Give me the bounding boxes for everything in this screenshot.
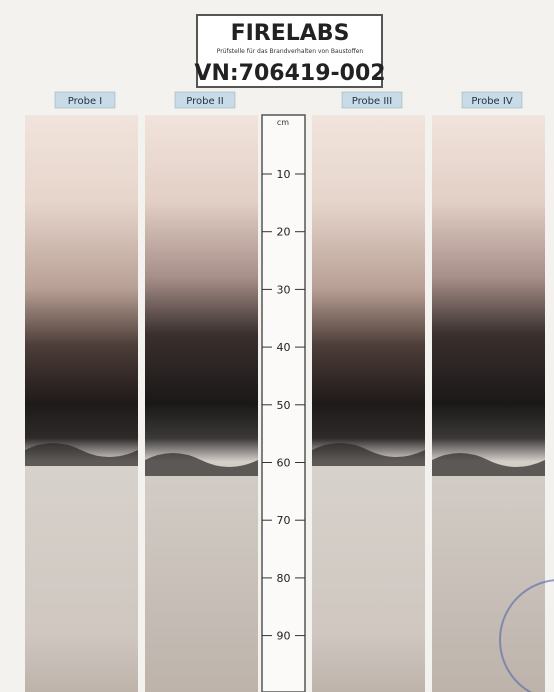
ruler-mark: 80 xyxy=(277,572,291,585)
label-box xyxy=(461,91,523,109)
header-box xyxy=(196,14,383,88)
sample-panel xyxy=(25,115,138,692)
sample-panel xyxy=(432,115,545,692)
ruler-mark: 10 xyxy=(277,168,291,181)
header-label: FIRELABS Prüfstelle für das Brandverhalt… xyxy=(194,14,386,88)
char-edge xyxy=(145,453,258,476)
ruler-mark: 40 xyxy=(277,341,291,354)
sample-label: Probe IV xyxy=(471,96,512,107)
char-edge xyxy=(25,443,138,466)
test-id: VN:706419-002 xyxy=(194,61,385,86)
char-edge xyxy=(312,443,425,466)
ruler-unit: cm xyxy=(277,118,289,127)
sample-panel xyxy=(145,115,258,692)
brand: FIRELABS xyxy=(231,21,350,46)
label-box xyxy=(341,91,403,109)
sample-label: Probe I xyxy=(68,96,103,107)
ruler: cm 10 20 30 40 50 60 70 80 90 xyxy=(261,114,306,692)
ruler-mark: 30 xyxy=(277,283,291,296)
ruler-mark: 20 xyxy=(277,226,291,239)
ruler-body xyxy=(261,114,306,692)
label-box xyxy=(174,91,236,109)
sample-label: Probe III xyxy=(352,96,392,107)
ruler-mark: 60 xyxy=(277,457,291,470)
char-edge xyxy=(432,453,545,476)
sample-label: Probe II xyxy=(186,96,223,107)
samples: Probe I Probe II Probe III Probe IV xyxy=(25,91,545,692)
ruler-mark: 50 xyxy=(277,399,291,412)
label-box xyxy=(54,91,116,109)
stamp xyxy=(499,579,554,692)
subtitle: Prüfstelle für das Brandverhalten von Ba… xyxy=(217,48,364,55)
sample-panel xyxy=(312,115,425,692)
ruler-mark: 70 xyxy=(277,514,291,527)
ruler-mark: 90 xyxy=(277,630,291,643)
